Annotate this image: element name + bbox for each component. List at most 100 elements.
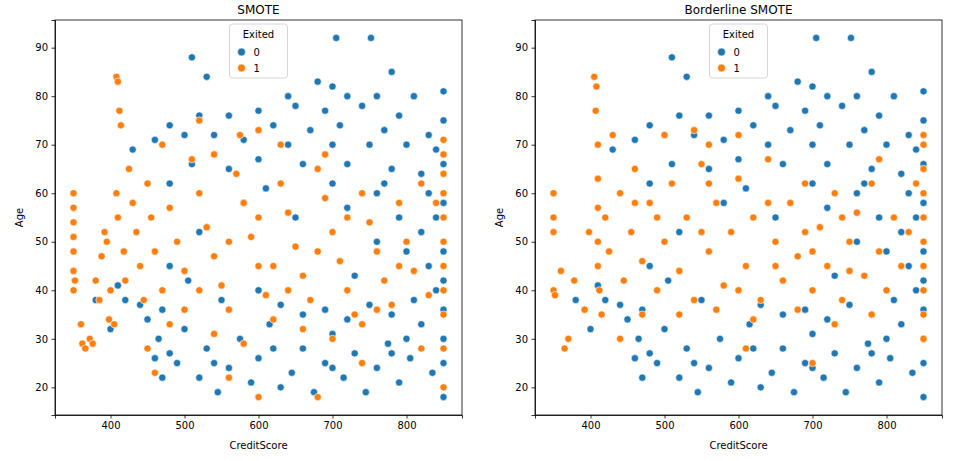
tick-mark (813, 415, 814, 419)
point (270, 345, 277, 352)
point (898, 170, 905, 177)
point (351, 272, 358, 279)
point (824, 262, 831, 269)
point (779, 345, 786, 352)
point (661, 326, 668, 333)
point (868, 68, 875, 75)
point (876, 112, 883, 119)
point (255, 287, 262, 294)
point (359, 321, 366, 328)
point (120, 248, 127, 255)
tick-label: 800 (397, 420, 416, 431)
point (166, 204, 173, 211)
point (661, 238, 668, 245)
point (883, 248, 890, 255)
point (396, 262, 403, 269)
point (362, 389, 369, 396)
point (248, 379, 255, 386)
point (846, 267, 853, 274)
point (691, 359, 698, 366)
legend-marker (238, 64, 246, 72)
point (868, 350, 875, 357)
point (676, 228, 683, 235)
point (920, 165, 927, 172)
point (728, 228, 735, 235)
point (839, 214, 846, 221)
point (920, 393, 927, 400)
tick-mark (259, 415, 260, 419)
background (0, 0, 955, 461)
point (137, 262, 144, 269)
point (277, 180, 284, 187)
point (292, 243, 299, 250)
subplot: 4005006007008002030405060708090SMOTECred… (14, 3, 463, 451)
point (920, 214, 927, 221)
point (602, 296, 609, 303)
point (920, 141, 927, 148)
point (292, 102, 299, 109)
point (388, 301, 395, 308)
point (765, 141, 772, 148)
tick-label: 80 (515, 91, 528, 102)
point (381, 277, 388, 284)
series (572, 34, 927, 400)
point (853, 238, 860, 245)
tick-label: 40 (35, 285, 48, 296)
point (713, 199, 720, 206)
point (322, 359, 329, 366)
point (396, 379, 403, 386)
point (113, 190, 120, 197)
x-axis: 400500600700800 (56, 415, 463, 431)
legend-title: Exited (723, 29, 754, 40)
point (440, 359, 447, 366)
tick-mark (52, 242, 56, 243)
point (270, 262, 277, 269)
point (794, 306, 801, 313)
point (440, 335, 447, 342)
point (920, 117, 927, 124)
point (344, 316, 351, 323)
point (572, 296, 579, 303)
axis-line (536, 416, 943, 419)
point (292, 214, 299, 221)
point (255, 393, 262, 400)
point (839, 296, 846, 303)
point (676, 311, 683, 318)
tick: 80 (515, 91, 535, 102)
point (691, 296, 698, 303)
point (211, 359, 218, 366)
point (255, 107, 262, 114)
point (846, 301, 853, 308)
point (735, 175, 742, 182)
tick-mark (665, 415, 666, 419)
point (920, 335, 927, 342)
point (433, 214, 440, 221)
point (440, 151, 447, 158)
point (802, 228, 809, 235)
point (236, 131, 243, 138)
point (920, 311, 927, 318)
point (270, 316, 277, 323)
point (440, 136, 447, 143)
tick-mark (532, 290, 536, 291)
point (122, 296, 129, 303)
point (757, 384, 764, 391)
point (255, 156, 262, 163)
point (920, 88, 927, 95)
point (77, 321, 84, 328)
point (429, 369, 436, 376)
point (211, 151, 218, 158)
point (144, 180, 151, 187)
tick: 70 (515, 139, 535, 150)
tick-mark (532, 145, 536, 146)
tick-mark (52, 290, 56, 291)
point (802, 359, 809, 366)
point (587, 326, 594, 333)
point (373, 190, 380, 197)
point (285, 287, 292, 294)
point (561, 345, 568, 352)
tick-label: 400 (101, 420, 120, 431)
point (440, 345, 447, 352)
point (624, 316, 631, 323)
point (905, 190, 912, 197)
